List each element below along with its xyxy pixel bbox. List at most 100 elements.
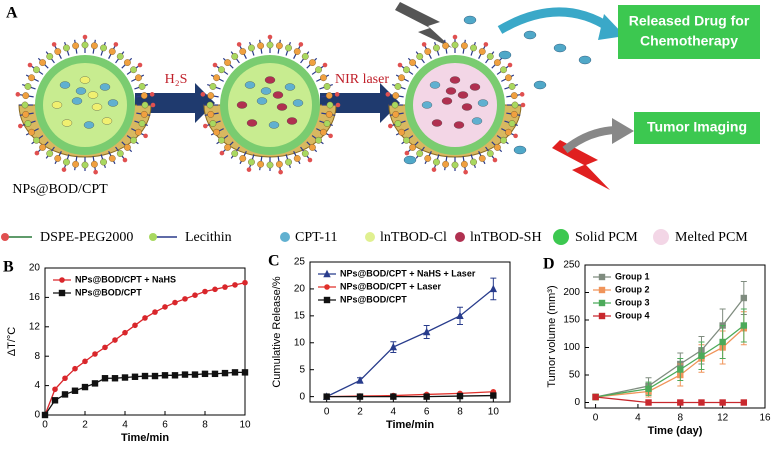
molecule [449, 76, 461, 84]
legend-text: NPs@BOD/CPT + Laser [340, 281, 442, 291]
peg-tip [212, 62, 218, 68]
y-tick-label: 20 [29, 263, 41, 274]
x-tick-label: 0 [324, 407, 330, 418]
lipid-head [141, 101, 149, 109]
legend-marker [59, 277, 65, 283]
lipid-head [135, 74, 142, 82]
series-line [326, 288, 494, 398]
molecule [256, 97, 268, 105]
legend-text: Group 3 [615, 297, 650, 307]
molecule [107, 99, 119, 107]
legend-text: Group 1 [615, 271, 650, 281]
lipid-head [285, 158, 292, 166]
lipid-head [416, 53, 424, 60]
icon [553, 229, 569, 245]
molecule [87, 91, 99, 99]
series-line [44, 282, 246, 416]
marker [62, 375, 68, 382]
peg-tip [404, 150, 410, 156]
lipid-head [124, 59, 131, 66]
legend-text: NPs@BOD/CPT [340, 294, 407, 304]
marker [222, 284, 228, 290]
y-tick-label: 8 [34, 351, 40, 362]
peg-tip [200, 92, 206, 97]
plot-frame [44, 267, 246, 416]
x-tick-label: 10 [488, 407, 500, 418]
lipid-head [320, 74, 327, 82]
lipid-head [209, 120, 217, 127]
x-tick-label: 16 [759, 413, 771, 424]
molecule [286, 117, 298, 125]
icon [365, 232, 375, 242]
peg-tip [34, 150, 40, 156]
lipid-head [325, 92, 333, 100]
molecule [276, 103, 288, 111]
peg-tip [431, 167, 437, 172]
molecule [284, 83, 296, 91]
lipid-head [398, 74, 405, 82]
marker [51, 397, 59, 404]
marker [82, 358, 88, 365]
legend-marker [598, 273, 606, 281]
lipid-head [33, 136, 40, 144]
lipid-head [309, 59, 316, 66]
free-drug [463, 15, 477, 25]
free-drug [523, 30, 537, 40]
lipid-head [206, 101, 214, 109]
legend-text: DSPE-PEG2000 [40, 230, 133, 245]
peg-tip [388, 123, 393, 129]
legend-marker [598, 286, 606, 294]
y-tick-label: 16 [29, 292, 41, 303]
lipid-head [266, 41, 274, 49]
lipid-head [315, 66, 322, 74]
lipid-head [392, 110, 400, 118]
molecule [441, 97, 453, 105]
lipid-head [320, 128, 327, 136]
marker [111, 375, 119, 382]
lipid-head [323, 120, 331, 127]
icon [280, 232, 290, 242]
panel-label: D [543, 256, 555, 273]
peg-tip [150, 102, 156, 108]
peg-tip [82, 34, 88, 40]
marker [71, 387, 79, 394]
free-drug [498, 50, 512, 60]
free-drug [533, 80, 547, 90]
lipid-head [460, 160, 468, 168]
lipid-head [239, 48, 247, 55]
molecule [461, 103, 473, 111]
peg-tip [113, 42, 119, 47]
box-text: Released Drug for [629, 13, 750, 29]
marker [91, 380, 99, 387]
y-tick-label: 12 [29, 321, 41, 332]
step-label: H₂S [165, 72, 188, 87]
lipid-head [81, 161, 89, 169]
x-tick-label: 0 [593, 413, 599, 424]
lipid-head [470, 158, 477, 166]
y-tick-label: 0 [299, 391, 305, 402]
lipid-head [494, 144, 501, 151]
lipid-head [500, 66, 507, 74]
lipid-head [451, 41, 459, 49]
free-drug [513, 145, 527, 155]
marker [121, 374, 129, 381]
molecule [91, 103, 103, 111]
lipid-head [46, 53, 54, 60]
lipid-head [54, 155, 62, 162]
lipid-head [403, 66, 410, 74]
marker [740, 399, 748, 406]
marker [191, 371, 199, 378]
y-tick-label: 0 [574, 397, 580, 408]
lipid-head [207, 110, 215, 118]
lipid-head [63, 44, 70, 52]
legend-text: NPs@BOD/CPT + NaHS + Laser [340, 268, 476, 278]
marker [719, 399, 726, 406]
marker [323, 393, 330, 400]
molecule [469, 83, 481, 91]
y-tick-label: 50 [569, 370, 581, 381]
marker [52, 386, 58, 393]
x-tick-label: 2 [82, 420, 88, 431]
arrowhead [612, 118, 634, 144]
lipid-head [63, 158, 70, 166]
